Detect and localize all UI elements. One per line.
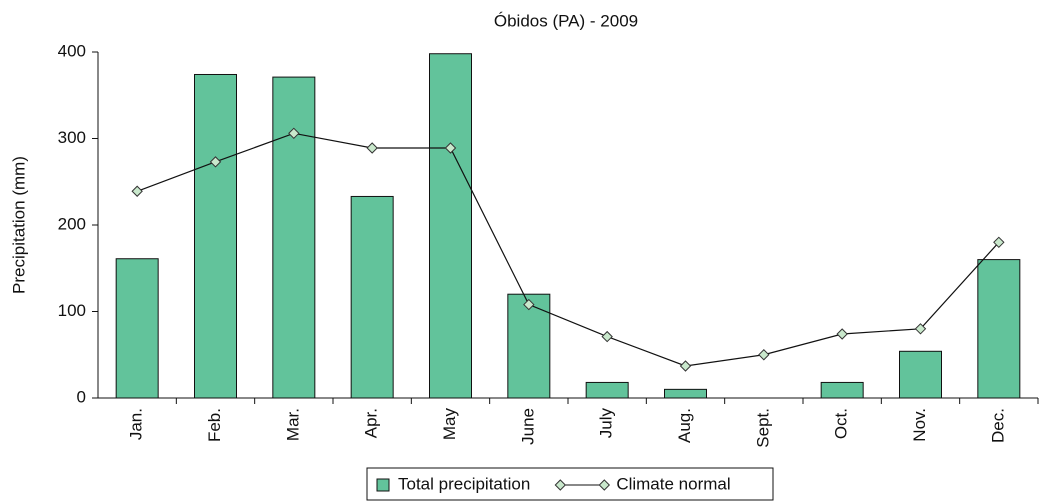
x-tick-label: July	[597, 408, 616, 439]
line-marker	[209, 156, 222, 168]
bar	[272, 76, 316, 399]
x-tick-label: Nov.	[910, 408, 929, 442]
y-tick-label: 0	[77, 387, 86, 406]
x-tick-label: Oct.	[832, 408, 851, 439]
bar	[429, 53, 472, 399]
line-marker	[679, 360, 692, 372]
bar	[820, 381, 864, 399]
line-marker	[444, 142, 457, 154]
x-tick-label: Aug.	[675, 408, 694, 443]
bar	[664, 388, 707, 399]
line-marker	[523, 298, 535, 311]
y-tick-label: 300	[58, 128, 86, 147]
y-tick-label: 200	[58, 214, 86, 233]
chart-title: Óbidos (PA) - 2009	[494, 11, 638, 30]
line-marker	[366, 142, 378, 154]
bar	[115, 258, 159, 399]
legend-box	[366, 467, 774, 501]
x-tick-label: May	[440, 408, 459, 441]
x-tick-label: Dec.	[988, 408, 1007, 443]
x-tick-label: Feb.	[205, 408, 224, 442]
bar	[977, 259, 1021, 399]
line	[136, 132, 1000, 367]
x-tick-label: Apr.	[362, 408, 381, 438]
line-marker	[131, 185, 143, 197]
line-marker	[914, 323, 927, 335]
x-tick-label: Jan.	[127, 408, 146, 440]
bar	[194, 73, 237, 399]
bar	[507, 293, 551, 399]
line-marker	[288, 127, 300, 140]
legend-label: Total precipitation	[398, 474, 530, 493]
legend-label: Climate normal	[616, 474, 730, 493]
line-marker	[993, 236, 1005, 249]
line-marker	[601, 330, 613, 343]
bar	[585, 381, 629, 399]
line-marker	[758, 349, 770, 361]
legend-swatch	[554, 479, 567, 491]
x-tick-label: Sept.	[753, 408, 772, 448]
x-tick-label: June	[518, 408, 537, 445]
y-tick-label: 100	[58, 301, 86, 320]
legend-swatch	[376, 478, 390, 492]
bar	[899, 350, 942, 399]
bar	[350, 195, 394, 399]
legend-swatch	[598, 479, 611, 491]
y-tick-label: 400	[58, 41, 86, 60]
line-marker	[836, 328, 848, 340]
y-axis-label: Precipitation (mm)	[9, 156, 28, 294]
x-tick-label: Mar.	[283, 408, 302, 441]
